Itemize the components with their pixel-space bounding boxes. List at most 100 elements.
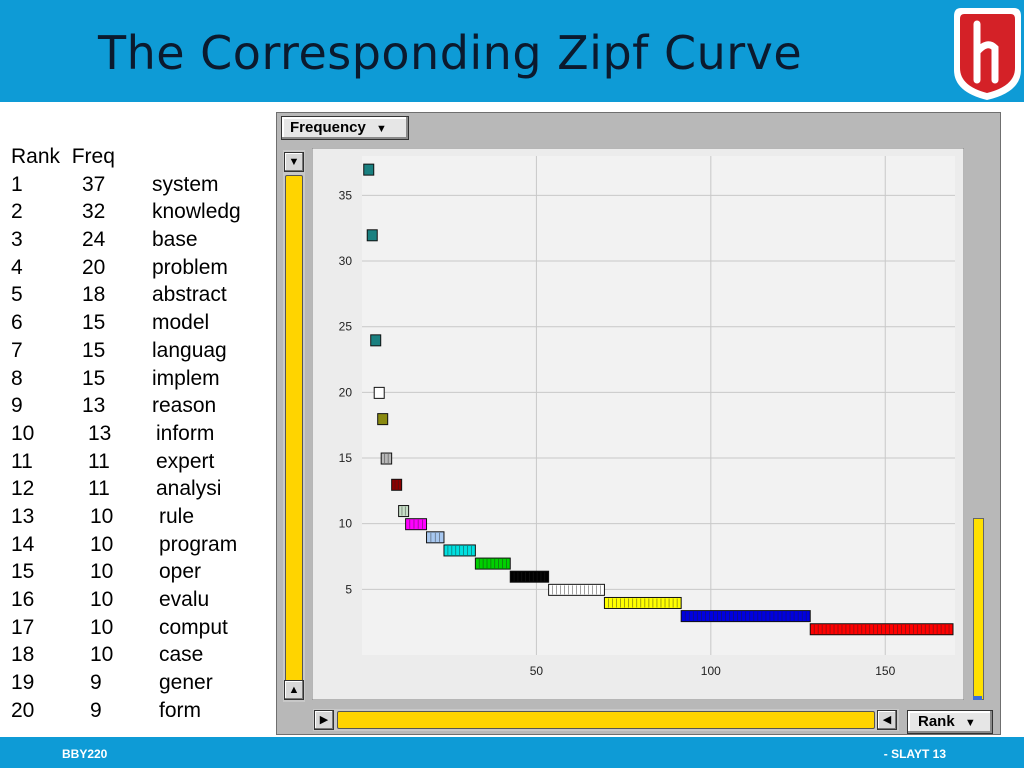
chevron-down-icon: ▼ (964, 717, 976, 729)
term-cell: evalu (159, 588, 210, 612)
table-row: 2 32 knowledg (11, 198, 241, 226)
freq-cell: 10 (90, 643, 114, 667)
freq-cell: 15 (82, 366, 106, 390)
freq-cell: 24 (82, 228, 106, 252)
rank-cell: 15 (11, 560, 35, 584)
freq-cell: 13 (82, 394, 106, 418)
x-tick-label: 50 (530, 664, 544, 678)
term-cell: gener (159, 671, 213, 695)
data-marker (398, 505, 410, 518)
freq-cell: 37 (82, 172, 106, 196)
freq-cell: 9 (90, 698, 102, 722)
table-row: 5 18 abstract (11, 281, 227, 309)
rank-cell: 9 (11, 394, 23, 418)
scroll-right-arrow-icon[interactable]: ▶ (314, 710, 334, 730)
term-cell: system (152, 172, 219, 196)
freq-cell: 15 (82, 338, 106, 362)
y-tick-label: 25 (339, 320, 353, 334)
rank-axis-dropdown[interactable]: Rank ▼ (907, 710, 993, 734)
data-marker (370, 334, 382, 347)
vertical-scrollbar[interactable]: ▼ ▲ (283, 150, 305, 702)
right-scroll-indicator (973, 696, 982, 700)
table-row: 15 10 oper (11, 558, 201, 586)
rank-cell: 19 (11, 671, 35, 695)
y-tick-label: 5 (345, 582, 352, 596)
rank-cell: 11 (11, 449, 33, 473)
frequency-dropdown-label: Frequency (290, 119, 366, 136)
term-cell: program (159, 532, 238, 556)
y-tick-label: 35 (339, 188, 353, 202)
y-tick-label: 30 (339, 254, 353, 268)
frequency-axis-dropdown[interactable]: Frequency ▼ (281, 116, 409, 140)
university-logo-icon (954, 8, 1021, 100)
rank-cell: 8 (11, 366, 23, 390)
freq-cell: 11 (88, 477, 110, 501)
term-cell: abstract (152, 283, 227, 307)
data-marker (363, 163, 375, 176)
zipf-chart: 50 100 150 5 10 15 20 25 30 35 (312, 148, 964, 700)
rank-cell: 5 (11, 283, 23, 307)
rank-cell: 20 (11, 698, 35, 722)
vertical-scroll-thumb[interactable] (285, 175, 303, 682)
rank-cell: 14 (11, 532, 35, 556)
freq-cell: 13 (88, 421, 112, 445)
term-cell: implem (152, 366, 220, 390)
rank-cell: 7 (11, 338, 23, 362)
table-row: 7 15 languag (11, 337, 227, 365)
y-tick-label: 15 (339, 451, 353, 465)
freq-cell: 10 (90, 532, 114, 556)
term-cell: inform (156, 421, 215, 445)
freq-cell: 32 (82, 200, 106, 224)
freq-cell: 18 (82, 283, 106, 307)
data-marker (391, 478, 403, 491)
term-cell: problem (152, 255, 228, 279)
table-row: 1 37 system (11, 171, 219, 199)
horizontal-scroll-thumb[interactable] (337, 711, 875, 729)
table-row: 9 13 reason (11, 392, 216, 420)
y-tick-label: 10 (339, 517, 353, 531)
data-marker (474, 557, 511, 570)
scroll-up-arrow-icon[interactable]: ▼ (284, 152, 304, 172)
freq-cell: 10 (90, 615, 114, 639)
freq-cell: 9 (90, 671, 102, 695)
term-cell: comput (159, 615, 228, 639)
table-row: 19 9 gener (11, 669, 213, 697)
rank-cell: 17 (11, 615, 35, 639)
rank-frequency-table: Rank Freq 1 37 system 2 32 knowledg 3 24 base 4 20… (11, 143, 241, 724)
title-bar: The Corresponding Zipf Curve (0, 0, 1024, 102)
freq-cell: 10 (90, 588, 114, 612)
zipf-plot-window: Frequency ▼ ▼ ▲ 50 100 150 5 10 15 20 25 30 35 ▶ … (276, 112, 1001, 735)
plot-area (362, 156, 955, 655)
right-scroll-thumb[interactable] (973, 518, 984, 700)
slide-title: The Corresponding Zipf Curve (98, 26, 803, 80)
term-cell: case (159, 643, 204, 667)
rank-cell: 12 (11, 477, 35, 501)
freq-cell: 15 (82, 311, 106, 335)
table-row: 3 24 base (11, 226, 198, 254)
rank-cell: 3 (11, 228, 23, 252)
scroll-down-arrow-icon[interactable]: ▲ (284, 680, 304, 700)
term-cell: oper (159, 560, 202, 584)
rank-cell: 10 (11, 421, 35, 445)
data-marker (603, 596, 682, 609)
table-row: 16 10 evalu (11, 586, 209, 614)
x-tick-label: 100 (701, 664, 721, 678)
freq-cell: 10 (90, 560, 114, 584)
table-row: 13 10 rule (11, 503, 194, 531)
table-header: Rank Freq (11, 145, 115, 168)
rank-cell: 1 (11, 172, 23, 196)
rank-cell: 4 (11, 255, 23, 279)
term-cell: form (159, 698, 201, 722)
term-cell: reason (152, 394, 217, 418)
data-marker (377, 413, 389, 426)
footer-slide-number: - SLAYT 13 (883, 747, 946, 761)
horizontal-scrollbar[interactable]: ▶ ◀ (313, 709, 899, 731)
scroll-left-arrow-icon[interactable]: ◀ (877, 710, 897, 730)
table-row: 10 13 inform (11, 420, 214, 448)
footer-course-code: BBY220 (62, 747, 108, 761)
term-cell: analysi (156, 477, 222, 501)
table-row: 18 10 case (11, 641, 203, 669)
term-cell: model (152, 311, 210, 335)
y-tick-label: 20 (339, 385, 353, 399)
rank-cell: 13 (11, 504, 35, 528)
